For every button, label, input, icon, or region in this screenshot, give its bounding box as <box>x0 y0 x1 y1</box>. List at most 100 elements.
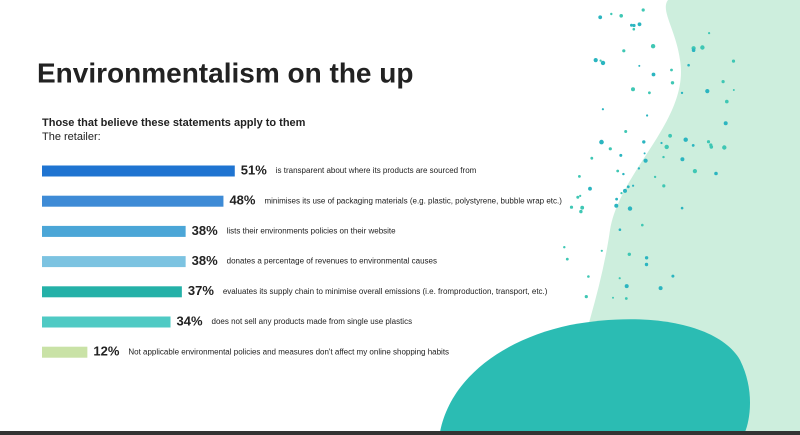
dot <box>660 141 663 145</box>
dot <box>706 140 711 144</box>
dot <box>691 48 696 52</box>
dot <box>599 59 602 62</box>
dot <box>593 58 598 63</box>
bar <box>42 316 171 328</box>
category-label: is transparent about where its products … <box>276 166 477 175</box>
value-label: 12% <box>93 344 119 359</box>
category-label: Not applicable environmental policies an… <box>128 347 449 356</box>
dot <box>731 59 736 63</box>
dot <box>601 108 605 111</box>
dot <box>624 297 628 300</box>
dot <box>618 277 621 280</box>
dot <box>630 23 633 27</box>
dot <box>626 185 630 189</box>
dot <box>584 295 588 299</box>
dot <box>590 156 594 160</box>
dot <box>618 228 622 231</box>
dot <box>641 223 644 227</box>
dot <box>668 133 672 138</box>
dot <box>644 262 649 267</box>
dot <box>608 147 612 151</box>
value-label: 37% <box>188 283 214 298</box>
dot <box>644 256 649 260</box>
dot <box>651 72 656 77</box>
dot <box>623 188 627 193</box>
bar <box>42 165 235 177</box>
dot <box>569 205 574 209</box>
category-label: minimises its use of packaging materials… <box>264 196 562 205</box>
dot <box>642 140 646 144</box>
dot <box>643 152 646 155</box>
dot <box>612 296 614 299</box>
chart-title: Environmentalism on the up <box>37 57 413 88</box>
dot <box>671 274 675 278</box>
dot <box>632 27 636 31</box>
dot <box>709 143 713 147</box>
dot <box>708 31 711 35</box>
dot <box>670 81 675 85</box>
dot <box>624 130 628 133</box>
dot <box>615 197 618 201</box>
teal-blob <box>440 319 750 432</box>
value-label: 51% <box>241 162 267 177</box>
category-label: lists their environments policies on the… <box>227 227 397 236</box>
dot <box>637 22 642 27</box>
dot <box>658 286 663 291</box>
dot <box>632 184 635 187</box>
dot <box>683 137 688 142</box>
dot <box>599 139 604 145</box>
dot <box>670 68 673 72</box>
dot <box>653 175 657 179</box>
dot <box>723 121 728 126</box>
bottom-edge <box>0 431 800 435</box>
dot <box>588 186 592 191</box>
dot <box>598 15 603 20</box>
dot <box>662 155 665 159</box>
dot <box>624 284 629 289</box>
dot <box>680 91 684 95</box>
dot <box>600 60 606 66</box>
category-label: does not sell any products made from sin… <box>212 317 413 326</box>
bar <box>42 225 186 237</box>
dot <box>662 184 666 188</box>
dot <box>732 89 735 91</box>
dot <box>638 64 641 67</box>
dot <box>614 203 619 208</box>
bar <box>42 286 182 298</box>
dot <box>646 114 649 117</box>
dot <box>587 275 590 278</box>
caption: The retailer: <box>42 131 101 143</box>
dot <box>576 195 580 199</box>
dot <box>637 167 641 170</box>
value-label: 34% <box>177 313 203 328</box>
dot <box>627 252 631 256</box>
dot <box>680 206 684 210</box>
bar <box>42 346 88 358</box>
dot <box>650 44 656 49</box>
value-label: 38% <box>192 223 218 238</box>
dot <box>620 192 623 195</box>
dot <box>691 144 695 147</box>
dots <box>563 8 736 300</box>
dot <box>714 171 718 176</box>
category-label: donates a percentage of revenues to envi… <box>227 257 437 266</box>
dot <box>622 172 625 176</box>
dot <box>725 99 729 104</box>
dot <box>578 175 581 178</box>
dot <box>643 158 648 163</box>
bar <box>42 256 186 268</box>
dot <box>664 144 669 150</box>
dot <box>627 206 633 211</box>
dot <box>579 194 582 197</box>
dot <box>631 87 635 92</box>
dot <box>687 63 690 67</box>
dot <box>619 14 623 18</box>
dot <box>579 209 583 214</box>
dot <box>622 49 626 53</box>
dot <box>563 246 566 249</box>
dot <box>600 249 603 252</box>
value-label: 38% <box>192 253 218 268</box>
dot <box>722 145 727 150</box>
dot <box>610 12 613 16</box>
